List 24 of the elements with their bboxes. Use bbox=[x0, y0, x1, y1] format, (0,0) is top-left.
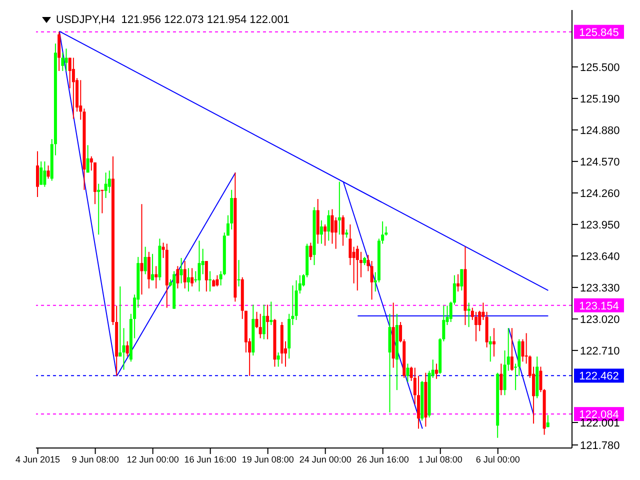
x-tick-label: 4 Jun 2015 bbox=[16, 454, 60, 464]
y-tick-label: 121.780 bbox=[580, 440, 620, 452]
x-tick-label: 24 Jun 00:00 bbox=[299, 454, 352, 464]
y-tick-label: 122.710 bbox=[580, 345, 620, 358]
y-tick-label: 124.880 bbox=[580, 124, 620, 137]
y-tick-label: 125.190 bbox=[580, 93, 620, 106]
x-tick-label: 26 Jun 16:00 bbox=[356, 454, 409, 464]
y-tick-label: 123.330 bbox=[580, 282, 620, 294]
x-tick-label: 1 Jul 08:00 bbox=[418, 454, 462, 464]
y-tick-label: 124.260 bbox=[580, 188, 620, 200]
y-tick-label: 123.640 bbox=[580, 250, 620, 263]
chart-title: USDJPY,H4 121.956 122.073 121.954 122.001 bbox=[56, 14, 290, 26]
ref-line-label: 125.845 bbox=[579, 26, 619, 39]
ref-line-label: 122.462 bbox=[579, 370, 619, 383]
y-tick-label: 123.950 bbox=[580, 219, 620, 232]
y-tick-label: 123.020 bbox=[580, 314, 620, 326]
ref-line-label: 123.154 bbox=[579, 300, 619, 312]
y-tick-label: 124.570 bbox=[580, 156, 620, 168]
x-tick-label: 12 Jun 00:00 bbox=[126, 454, 179, 464]
x-tick-label: 19 Jun 08:00 bbox=[242, 454, 294, 464]
x-tick-label: 16 Jun 16:00 bbox=[184, 454, 236, 464]
x-tick-label: 6 Jul 00:00 bbox=[476, 454, 520, 464]
x-tick-label: 9 Jun 08:00 bbox=[72, 454, 119, 464]
y-tick-label: 125.500 bbox=[580, 62, 620, 74]
